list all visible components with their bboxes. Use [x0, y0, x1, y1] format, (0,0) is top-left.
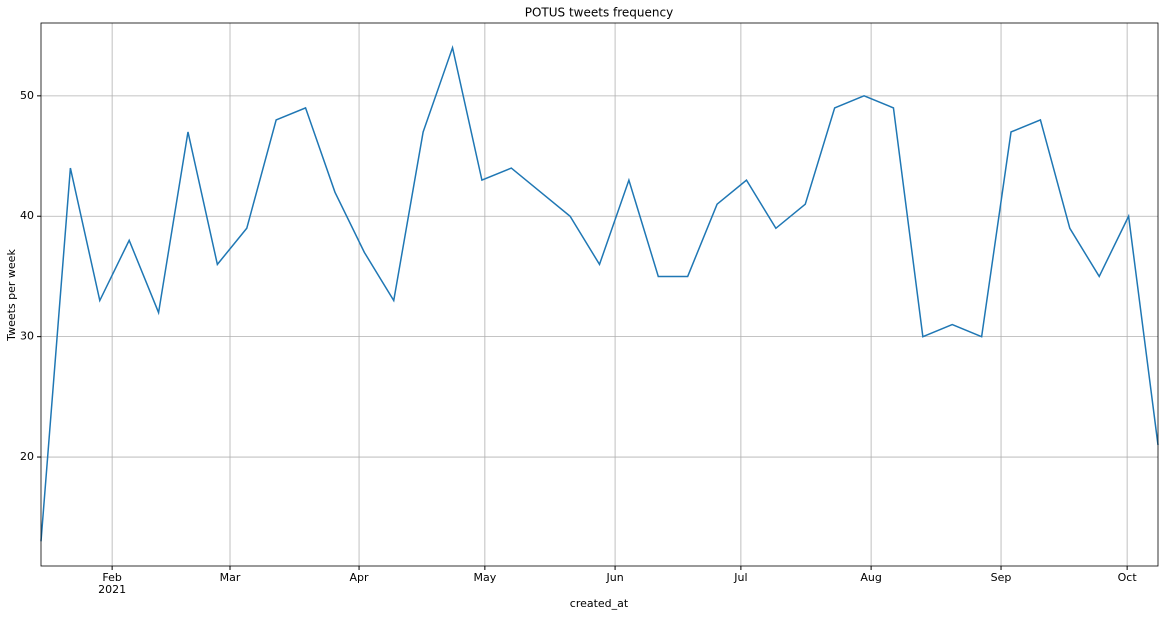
- chart-title: POTUS tweets frequency: [525, 6, 673, 20]
- y-tick-label: 40: [20, 209, 34, 222]
- x-tick-label: Jul: [733, 571, 747, 584]
- y-tick-label: 20: [20, 450, 34, 463]
- y-tick-label: 30: [20, 330, 34, 343]
- x-tick-label: Apr: [350, 571, 370, 584]
- x-tick-label: May: [473, 571, 496, 584]
- x-year-label: 2021: [98, 583, 126, 596]
- y-tick-label: 50: [20, 89, 34, 102]
- x-tick-label: Mar: [220, 571, 241, 584]
- plot-frame: [40, 22, 1159, 567]
- x-tick-label: Oct: [1118, 571, 1138, 584]
- x-tick-label: Sep: [991, 571, 1012, 584]
- x-axis-label: created_at: [570, 597, 629, 610]
- x-tick-label: Jun: [605, 571, 623, 584]
- line: [40, 44, 1159, 542]
- x-tick-label: Feb: [102, 571, 121, 584]
- y-axis-label: Tweets per week: [5, 249, 18, 342]
- x-tick-label: Aug: [860, 571, 881, 584]
